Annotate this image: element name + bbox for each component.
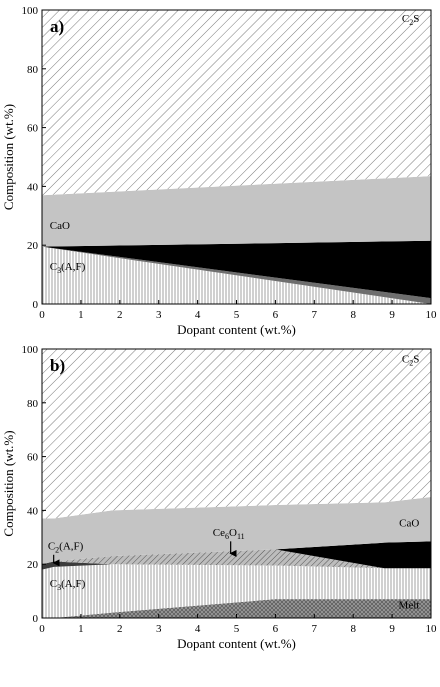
x-axis-label: Dopant content (wt.%) bbox=[177, 322, 296, 337]
y-tick-label: 60 bbox=[27, 452, 39, 464]
x-tick-label: 5 bbox=[234, 623, 240, 635]
y-tick-label: 0 bbox=[33, 299, 39, 311]
series-label-cao: CaO bbox=[399, 518, 419, 530]
x-tick-label: 8 bbox=[350, 309, 356, 321]
y-tick-label: 80 bbox=[27, 398, 39, 410]
area-ce6o11 bbox=[42, 549, 431, 569]
y-tick-label: 100 bbox=[22, 344, 39, 356]
x-tick-label: 6 bbox=[273, 309, 279, 321]
y-tick-label: 100 bbox=[22, 5, 39, 17]
series-label-laalo3: LaAlO3 bbox=[385, 252, 420, 266]
series-label-melt: Melt bbox=[399, 600, 420, 612]
x-tick-label: 7 bbox=[312, 623, 318, 635]
panel-label: a) bbox=[50, 17, 64, 36]
x-tick-label: 2 bbox=[117, 623, 123, 635]
series-label-c2-a-f-: C2(A,F) bbox=[384, 280, 420, 294]
panel-label: b) bbox=[50, 356, 65, 375]
series-label-c2s: C2S bbox=[402, 13, 419, 27]
area-laalo3 bbox=[42, 240, 431, 299]
series-label-c2s: C2S bbox=[402, 353, 419, 367]
x-tick-label: 10 bbox=[426, 309, 438, 321]
x-tick-label: 4 bbox=[195, 623, 201, 635]
x-tick-label: 9 bbox=[389, 623, 395, 635]
area-cao bbox=[42, 496, 431, 565]
y-tick-label: 60 bbox=[27, 123, 39, 135]
x-tick-label: 3 bbox=[156, 623, 162, 635]
x-tick-label: 7 bbox=[312, 309, 318, 321]
area-cao bbox=[42, 176, 431, 247]
callout-label-ce6o11: Ce6O11 bbox=[213, 527, 245, 541]
y-axis-label: Composition (wt.%) bbox=[1, 104, 16, 210]
y-tick-label: 0 bbox=[33, 613, 39, 625]
x-tick-label: 1 bbox=[78, 309, 84, 321]
x-tick-label: 5 bbox=[234, 309, 240, 321]
area-melt bbox=[42, 599, 431, 618]
area-ce18o31 bbox=[42, 541, 431, 569]
y-tick-label: 40 bbox=[27, 505, 39, 517]
x-tick-label: 1 bbox=[78, 623, 84, 635]
x-tick-label: 0 bbox=[39, 623, 45, 635]
x-tick-label: 6 bbox=[273, 623, 279, 635]
x-tick-label: 9 bbox=[389, 309, 395, 321]
area-c3-a-f- bbox=[42, 564, 431, 618]
area-c2-a-f- bbox=[42, 246, 431, 304]
y-tick-label: 20 bbox=[27, 240, 39, 252]
series-label-c3-a-f-: C3(A,F) bbox=[50, 261, 86, 275]
y-tick-label: 40 bbox=[27, 181, 39, 193]
y-tick-label: 20 bbox=[27, 559, 39, 571]
area-c2s bbox=[42, 349, 431, 519]
x-tick-label: 10 bbox=[426, 623, 438, 635]
series-label-c3-a-f-: C3(A,F) bbox=[50, 578, 86, 592]
y-axis-label: Composition (wt.%) bbox=[1, 430, 16, 536]
x-tick-label: 2 bbox=[117, 309, 123, 321]
x-axis-label: Dopant content (wt.%) bbox=[177, 636, 296, 651]
x-tick-label: 4 bbox=[195, 309, 201, 321]
area-c2s bbox=[42, 10, 431, 196]
x-tick-label: 8 bbox=[350, 623, 356, 635]
y-tick-label: 80 bbox=[27, 64, 39, 76]
x-tick-label: 3 bbox=[156, 309, 162, 321]
series-label-ce18o31: Ce18O31 bbox=[383, 554, 419, 568]
series-label-cao: CaO bbox=[50, 220, 70, 232]
callout-label-c2-a-f: C2(A,F) bbox=[48, 540, 84, 554]
x-tick-label: 0 bbox=[39, 309, 45, 321]
